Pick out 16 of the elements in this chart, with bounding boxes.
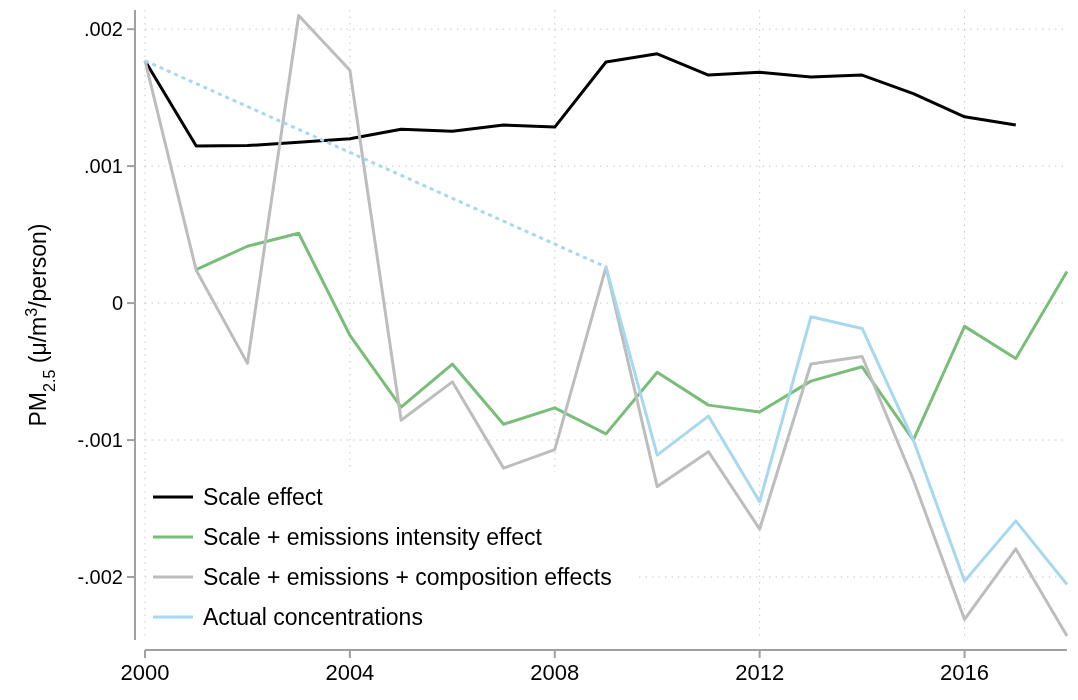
line-series: [194, 231, 1069, 442]
legend-label: Scale effect: [203, 484, 324, 511]
x-tick-label: 2008: [530, 660, 580, 685]
x-tick-label: 2004: [325, 660, 375, 685]
y-tick-label: -.001: [77, 429, 123, 452]
legend-label: Scale + emissions + composition effects: [203, 564, 612, 591]
x-tick-label: 2000: [120, 660, 170, 685]
x-tick-label: 2012: [735, 660, 785, 685]
line-series: [143, 13, 1069, 638]
y-tick-label: -.002: [77, 566, 123, 588]
legend-label: Scale + emissions intensity effect: [203, 524, 543, 551]
legend-label: Actual concentrations: [203, 604, 423, 631]
y-tick-label: 0: [111, 292, 123, 315]
y-tick-label: .001: [84, 155, 123, 178]
y-tick-label: .002: [84, 18, 123, 41]
x-tick-label: 2016: [940, 660, 990, 685]
